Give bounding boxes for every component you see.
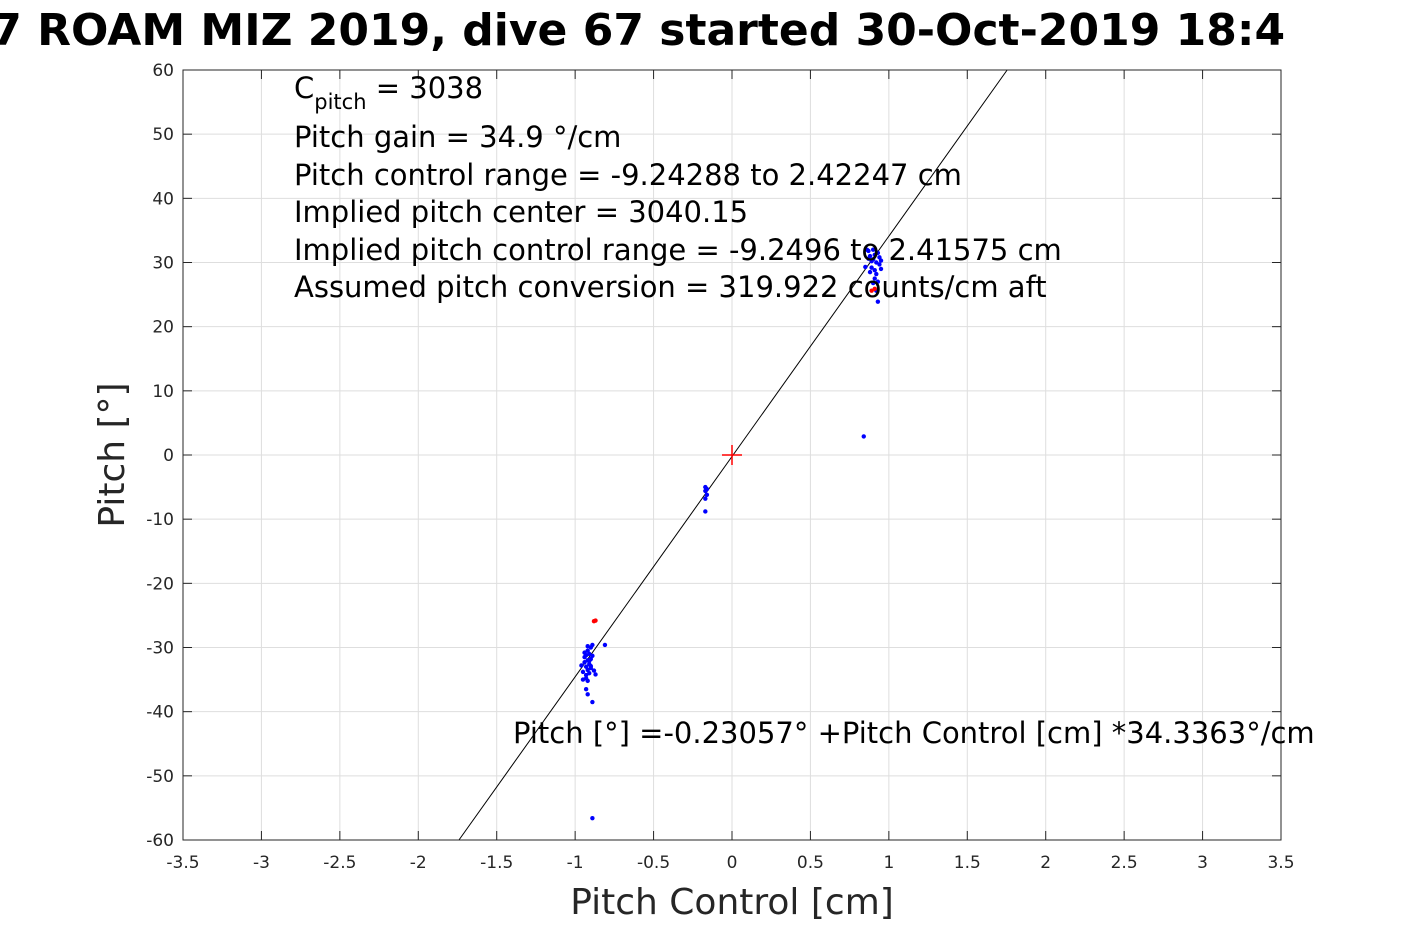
- pitch-gain-annotation: Pitch gain = 34.9 °/cm: [294, 120, 621, 154]
- data-point: [590, 653, 595, 659]
- data-point: [703, 509, 708, 514]
- data-point: [585, 692, 590, 697]
- y-tick-label: -50: [146, 767, 174, 787]
- data-point: [869, 265, 874, 270]
- data-point: [593, 672, 598, 677]
- x-axis-label: Pitch Control [cm]: [570, 882, 894, 923]
- x-tick-label: -1.5: [480, 853, 513, 873]
- data-points: [579, 247, 884, 821]
- data-point: [875, 299, 881, 304]
- y-tick-label: -60: [146, 831, 174, 851]
- data-point: [602, 642, 608, 648]
- y-tick-label: 50: [152, 125, 174, 145]
- center-marker-group: [722, 445, 742, 465]
- data-point: [582, 650, 587, 655]
- y-tick-label: -30: [146, 639, 174, 659]
- data-point: [583, 672, 589, 678]
- x-tick-label: -3: [253, 853, 270, 873]
- data-point: [585, 644, 590, 649]
- x-tick-label: 2: [1040, 853, 1051, 873]
- data-point: [588, 663, 594, 669]
- x-tick-label: 1: [883, 853, 894, 873]
- data-point: [583, 687, 589, 692]
- y-tick-label: -40: [146, 703, 174, 723]
- implied-range-annotation: Implied pitch control range = -9.2496 to…: [294, 233, 1062, 267]
- data-point: [877, 262, 882, 267]
- data-point: [875, 279, 881, 284]
- data-point: [590, 699, 595, 705]
- assumed-conversion-annotation: Assumed pitch conversion = 319.922 count…: [294, 270, 1047, 304]
- x-tick-label: -3.5: [166, 853, 199, 873]
- data-point: [704, 486, 710, 492]
- fit-equation-annotation: Pitch [°] =-0.23057° +Pitch Control [cm]…: [513, 716, 1315, 750]
- data-point: [866, 256, 871, 261]
- x-tick-label: 3: [1197, 853, 1208, 873]
- c-pitch-annotation: Cpitch = 3038: [294, 71, 483, 114]
- data-point: [863, 264, 868, 270]
- y-tick-label: -10: [146, 510, 174, 530]
- tick-marks: -3.5 -3 -2.5 -2 -1.5 -1 -0.5 0 0.5 1 1.5 2 2.5 3 3.5 60…: [146, 61, 1294, 873]
- data-point: [872, 268, 877, 273]
- data-point: [874, 271, 879, 277]
- data-point: [704, 492, 710, 497]
- control-range-annotation: Pitch control range = -9.24288 to 2.4224…: [294, 158, 962, 192]
- data-point: [593, 618, 598, 623]
- data-point: [580, 677, 586, 682]
- data-point: [878, 266, 884, 272]
- data-point: [878, 258, 884, 263]
- data-point: [703, 496, 708, 501]
- c-pitch-value: = 3038: [367, 71, 484, 105]
- data-point: [591, 668, 597, 673]
- x-tick-label: 0.5: [797, 853, 824, 873]
- x-tick-label: -1: [567, 853, 584, 873]
- data-point: [870, 280, 876, 286]
- x-tick-label: -0.5: [637, 853, 670, 873]
- x-tick-label: 2.5: [1111, 853, 1138, 873]
- implied-center-annotation: Implied pitch center = 3040.15: [294, 195, 748, 229]
- c-pitch-main: C: [294, 71, 314, 105]
- y-tick-label: 40: [152, 189, 174, 209]
- y-tick-label: -20: [146, 574, 174, 594]
- data-point: [870, 247, 876, 252]
- x-tick-label: -2.5: [323, 853, 356, 873]
- y-tick-label: 30: [152, 254, 174, 274]
- y-tick-label: 60: [152, 61, 174, 81]
- x-tick-label: 1.5: [954, 853, 981, 873]
- data-point: [580, 669, 586, 675]
- data-point: [872, 276, 877, 281]
- data-point: [585, 678, 590, 684]
- y-tick-label: 0: [163, 446, 174, 466]
- figure-title: 537 ROAM MIZ 2019, dive 67 started 30-Oc…: [0, 5, 1286, 56]
- data-point: [869, 259, 874, 264]
- data-point: [590, 815, 595, 821]
- x-tick-label: -2: [410, 853, 427, 873]
- c-pitch-subscript: pitch: [314, 90, 366, 114]
- data-point: [864, 247, 870, 252]
- data-point: [587, 658, 592, 664]
- x-tick-label: 3.5: [1267, 853, 1294, 873]
- data-point: [872, 252, 877, 257]
- data-point: [579, 663, 584, 668]
- data-point: [582, 660, 587, 665]
- data-point: [861, 434, 866, 439]
- data-point: [590, 642, 595, 648]
- y-tick-label: 10: [152, 382, 174, 402]
- data-point: [582, 654, 587, 660]
- y-axis-label: Pitch [°]: [92, 382, 133, 527]
- y-tick-label: 20: [152, 318, 174, 338]
- x-tick-label: 0: [727, 853, 738, 873]
- data-point: [872, 286, 877, 292]
- data-point: [867, 269, 873, 275]
